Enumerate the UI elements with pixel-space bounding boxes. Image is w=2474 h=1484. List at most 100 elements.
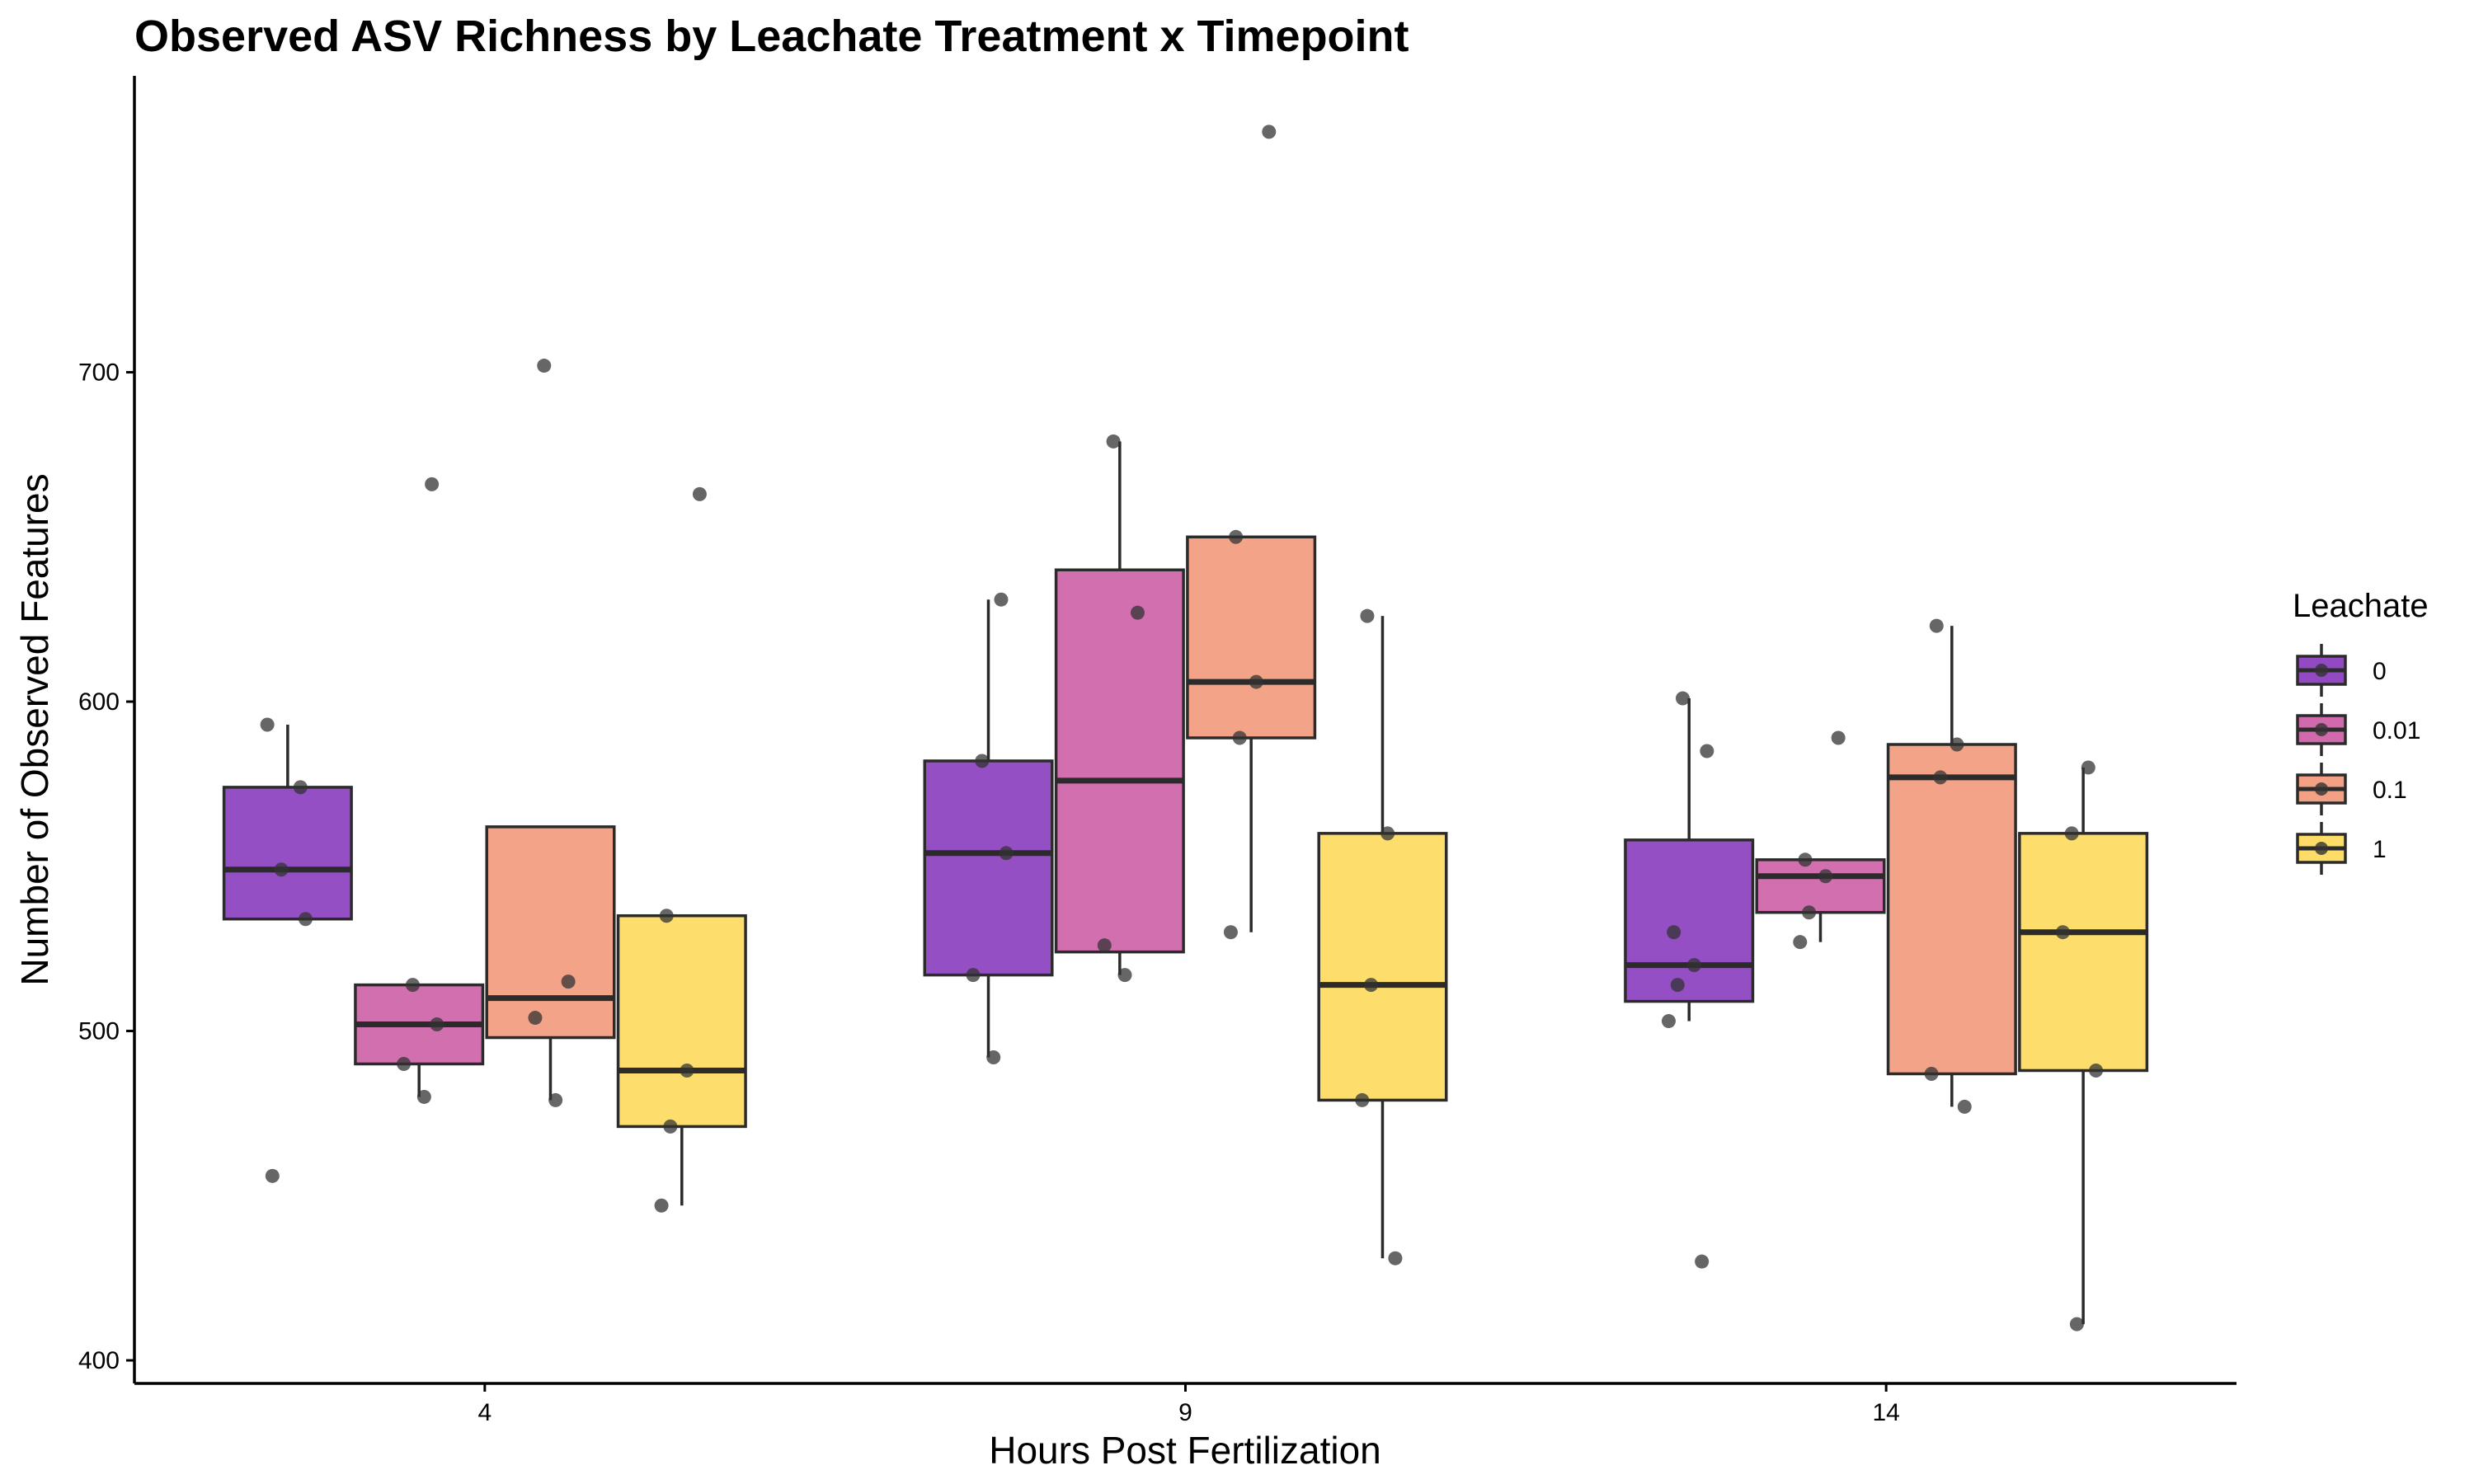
data-point (425, 477, 440, 491)
data-point (2064, 826, 2079, 841)
legend-item-1: 1 (2296, 822, 2387, 875)
legend-item-0.1: 0.1 (2296, 763, 2407, 815)
ticks-layer: 400 500 600 700 4 9 14 (78, 359, 1900, 1426)
data-point (1229, 529, 1244, 544)
data-point (260, 717, 275, 732)
data-point (1950, 737, 1964, 752)
data-point (1388, 1251, 1403, 1266)
y-axis-title: Number of Observed Features (13, 473, 56, 985)
data-point (528, 1011, 543, 1026)
legend-key-point (2315, 842, 2328, 855)
data-point (1929, 618, 1944, 633)
data-point (1661, 1014, 1676, 1029)
data-point (561, 974, 576, 989)
legend-key-point (2315, 723, 2328, 736)
data-point (293, 780, 308, 795)
box-body (1886, 743, 2017, 1076)
box-body (2018, 832, 2149, 1073)
x-tick-label: 14 (1872, 1399, 1899, 1426)
data-point (999, 846, 1014, 861)
data-point (405, 978, 420, 993)
data-point (994, 592, 1009, 607)
data-point (659, 909, 674, 923)
data-point (2069, 1317, 2084, 1331)
box-body (222, 786, 353, 921)
data-point (1667, 925, 1681, 940)
box-0.01-hpf-4 (354, 983, 485, 1097)
x-axis-title: Hours Post Fertilization (989, 1429, 1381, 1472)
data-point (975, 754, 990, 768)
boxes-layer (222, 441, 2149, 1325)
legend-label: 0 (2373, 658, 2387, 685)
data-point (1686, 958, 1701, 973)
y-tick-label: 700 (78, 359, 120, 387)
legend-label: 0.01 (2373, 717, 2420, 744)
box-1-hpf-14 (2018, 767, 2149, 1325)
legend-key-point (2315, 782, 2328, 796)
legend-key-point (2315, 664, 2328, 677)
legend-items: 0 0.01 0.1 1 (2296, 644, 2420, 875)
box-body (1186, 535, 1317, 740)
y-tick-label: 600 (78, 688, 120, 716)
box-0.1-hpf-4 (485, 825, 616, 1101)
points-layer (260, 124, 2104, 1331)
box-1-hpf-4 (616, 913, 747, 1206)
box-1-hpf-9 (1317, 616, 1448, 1259)
data-point (1957, 1099, 1972, 1114)
box-body (1624, 838, 1755, 1003)
box-0-hpf-14 (1624, 698, 1755, 1021)
chart-title: Observed ASV Richness by Leachate Treatm… (134, 12, 1409, 61)
box-body (616, 913, 747, 1129)
data-point (1097, 938, 1112, 953)
box-0-hpf-9 (923, 599, 1054, 1058)
legend: Leachate 0 0.01 0.1 1 (2293, 588, 2429, 875)
box-0.1-hpf-9 (1186, 535, 1317, 932)
box-0.1-hpf-14 (1886, 626, 2017, 1107)
box-0.01-hpf-9 (1054, 441, 1185, 975)
data-point (663, 1119, 678, 1134)
y-tick-label: 400 (78, 1347, 120, 1374)
legend-item-0: 0 (2296, 644, 2387, 697)
x-tick-label: 4 (477, 1399, 492, 1426)
y-tick-label: 500 (78, 1018, 120, 1045)
legend-title: Leachate (2293, 588, 2429, 624)
data-point (430, 1017, 444, 1032)
data-point (1831, 730, 1846, 745)
data-point (1130, 605, 1145, 620)
data-point (1355, 1092, 1370, 1107)
data-point (654, 1198, 669, 1213)
data-point (1364, 978, 1379, 993)
legend-label: 1 (2373, 836, 2387, 863)
data-point (548, 1092, 563, 1107)
data-point (1380, 826, 1395, 841)
data-point (986, 1050, 1001, 1064)
x-tick-label: 9 (1178, 1399, 1192, 1426)
data-point (2081, 760, 2095, 775)
data-point (1818, 869, 1833, 884)
box-body (923, 759, 1054, 977)
data-point (1249, 674, 1263, 689)
box-0-hpf-4 (222, 725, 353, 921)
data-point (1700, 744, 1714, 758)
data-point (1675, 691, 1690, 706)
data-point (1924, 1066, 1939, 1081)
box-body (1054, 568, 1185, 954)
data-point (2055, 925, 2070, 940)
box-body (485, 825, 616, 1040)
legend-label: 0.1 (2373, 777, 2407, 804)
legend-item-0.01: 0.01 (2296, 703, 2420, 756)
data-point (1933, 770, 1948, 785)
data-point (274, 862, 289, 877)
data-point (966, 968, 981, 983)
data-point (416, 1089, 431, 1104)
data-point (1798, 852, 1813, 867)
data-point (1695, 1254, 1710, 1269)
data-point (1117, 968, 1132, 983)
data-point (1223, 925, 1238, 940)
data-point (1670, 978, 1685, 993)
data-point (1793, 935, 1808, 950)
data-point (1232, 730, 1247, 745)
data-point (265, 1168, 280, 1183)
data-point (1262, 124, 1277, 139)
